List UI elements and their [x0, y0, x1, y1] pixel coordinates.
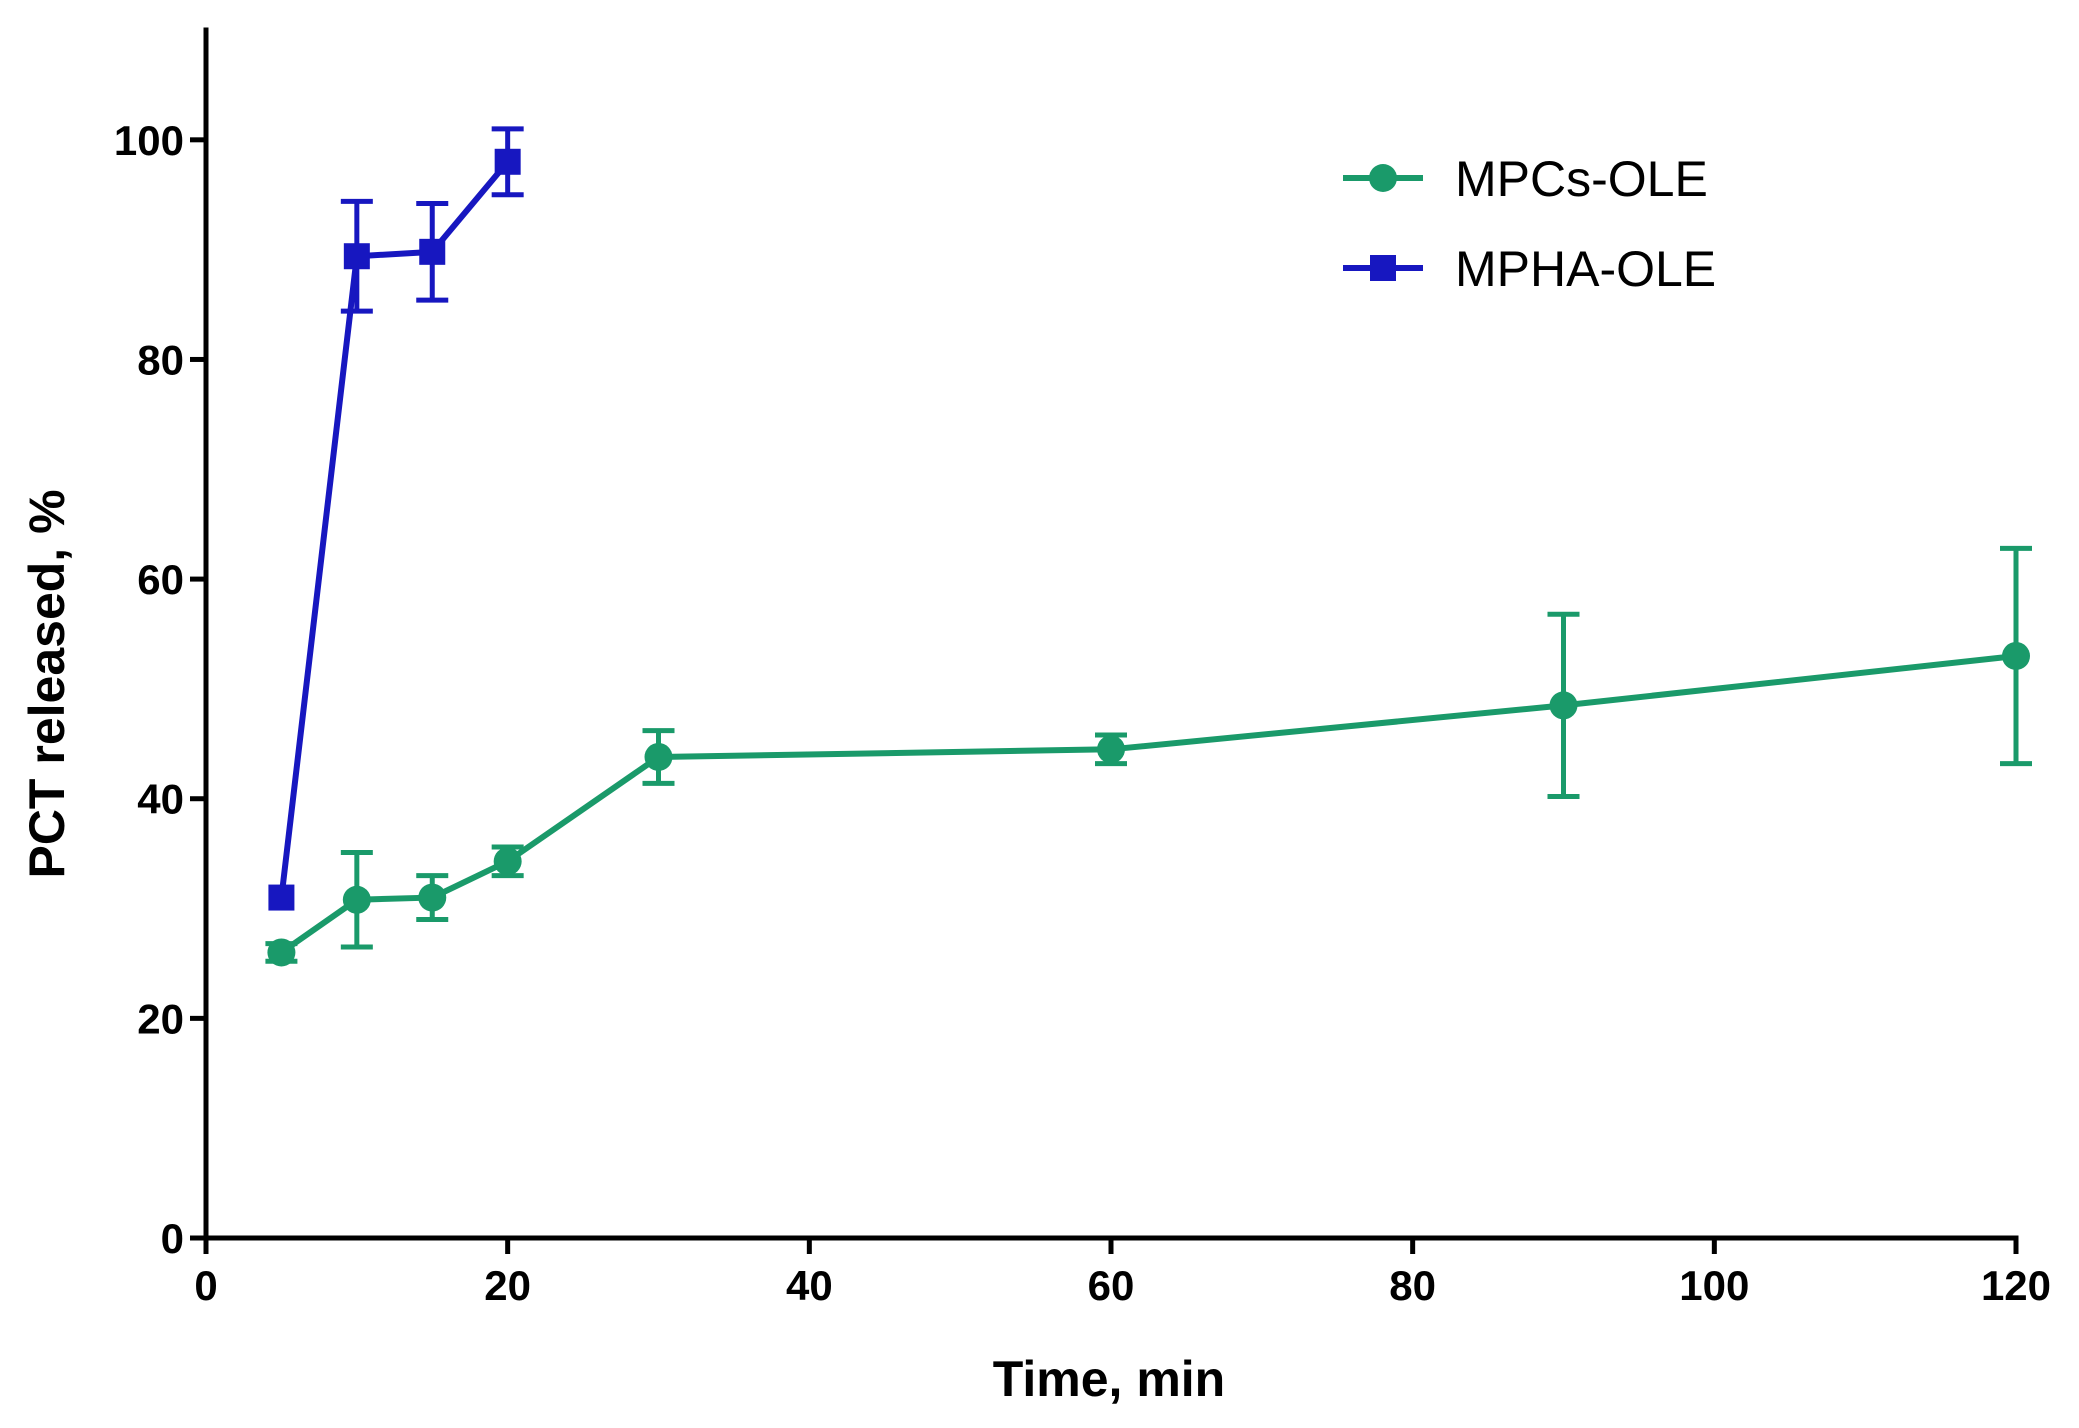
x-tick-label: 60	[1088, 1262, 1135, 1309]
legend-marker	[1369, 164, 1397, 192]
data-point	[419, 238, 446, 265]
x-tick-label: 0	[194, 1262, 217, 1309]
data-point	[644, 742, 673, 771]
data-point	[2002, 641, 2030, 670]
series-2	[268, 126, 524, 911]
legend-item-2: MPHA-OLE	[1343, 241, 1716, 297]
x-axis-title: Time, min	[993, 1351, 1225, 1407]
y-tick-label: 40	[137, 776, 184, 823]
legend-label: MPCs-OLE	[1455, 151, 1708, 207]
legend-item-1: MPCs-OLE	[1343, 151, 1708, 207]
x-ticks: 0 20 40 60 80 100 120	[194, 1238, 2051, 1309]
y-tick-label: 80	[137, 336, 184, 383]
x-tick-label: 100	[1679, 1262, 1749, 1309]
y-tick-label: 0	[161, 1215, 184, 1262]
legend: MPCs-OLE MPHA-OLE	[1343, 151, 1716, 297]
series-line	[279, 652, 2017, 955]
data-point	[494, 148, 521, 175]
x-tick-label: 20	[484, 1262, 531, 1309]
legend-marker	[1370, 255, 1396, 281]
data-point	[268, 884, 295, 911]
data-point	[267, 938, 296, 967]
data-point	[1549, 691, 1578, 720]
axes	[203, 27, 2019, 1241]
y-tick-label: 60	[137, 556, 184, 603]
x-tick-label: 120	[1981, 1262, 2051, 1309]
data-point	[343, 243, 370, 270]
data-point	[418, 883, 447, 912]
series-layer	[265, 126, 2032, 967]
series-line	[278, 159, 510, 898]
legend-label: MPHA-OLE	[1455, 241, 1716, 297]
series-1	[265, 545, 2032, 967]
y-tick-label: 20	[137, 995, 184, 1042]
y-axis-title: PCT released, %	[19, 489, 75, 878]
y-ticks: 0 20 40 60 80 100	[114, 117, 206, 1262]
data-point	[342, 885, 371, 914]
x-tick-label: 80	[1389, 1262, 1436, 1309]
x-tick-label: 40	[786, 1262, 833, 1309]
data-point	[1097, 735, 1125, 764]
y-tick-label: 100	[114, 117, 184, 164]
data-point	[493, 847, 522, 876]
